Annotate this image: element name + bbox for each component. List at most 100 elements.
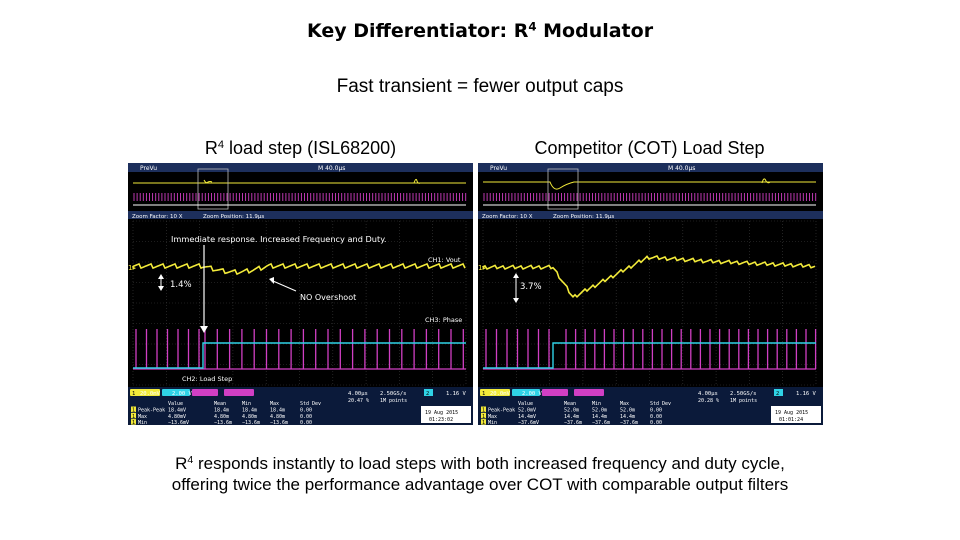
meas-cell: −13.6m — [214, 420, 232, 425]
right-zoom-grid — [482, 220, 817, 386]
slide-title: Key Differentiator: R4 Modulator — [306, 19, 654, 42]
right-overview-phase-pulses — [483, 193, 817, 201]
meas-cell: 52.0m — [564, 408, 579, 414]
meas-cell: 0.00 — [300, 420, 312, 425]
left-sample-rate: 2.50GS/s — [380, 391, 407, 397]
meas-header: Value — [168, 401, 183, 407]
left-ch2-label: CH2: Load Step — [182, 375, 232, 383]
left-trigger-level: 1.16 V — [446, 391, 467, 397]
right-timebase-pct: 20.28 % — [698, 398, 719, 404]
right-timebase: 4.00µs — [698, 391, 718, 397]
left-zoom-factor: Zoom Factor: 10 X — [132, 214, 183, 220]
meas-header: Std Dev — [650, 401, 671, 407]
svg-text:2: 2 — [426, 391, 429, 397]
left-ch2-load-step-trace — [133, 342, 466, 369]
left-annotation-percent: 1.4% — [170, 280, 192, 290]
right-ch1-scale: 20.0mV — [490, 391, 511, 397]
left-zoom-box — [197, 168, 229, 210]
meas-cell: −37.6m — [592, 420, 610, 425]
meas-cell: 14.4m — [592, 414, 607, 420]
slide-subtitle: Fast transient = fewer output caps — [336, 76, 624, 97]
meas-header: Max — [620, 401, 629, 407]
meas-cell: 18.4mV — [168, 408, 186, 414]
left-scope-screenshot: PreVu M 40.0µs Zoom Factor: 10 X Zoom Po… — [128, 163, 473, 425]
meas-cell: 18.4m — [214, 408, 229, 414]
right-ch1-vout-trace — [482, 255, 816, 299]
meas-cell: 52.0m — [592, 408, 607, 414]
meas-cell: 18.4m — [242, 408, 257, 414]
left-overview-phase-pulses — [133, 193, 467, 201]
left-timebase-top: M 40.0µs — [318, 165, 345, 172]
right-date: 19 Aug 2015 — [775, 410, 808, 416]
caption-line-1: R4 responds instantly to load steps with… — [175, 454, 785, 473]
meas-row-name: Peak-Peak — [488, 408, 515, 414]
left-annotation-immediate: Immediate response. Increased Frequency … — [171, 234, 386, 244]
meas-cell: 4.80m — [270, 414, 285, 420]
caption-line-2: offering twice the performance advantage… — [171, 475, 789, 494]
right-zoom-box — [547, 168, 579, 210]
left-timebase: 4.00µs — [348, 391, 368, 397]
svg-text:1: 1 — [482, 414, 485, 420]
slide-caption: R4 responds instantly to load steps with… — [0, 453, 960, 495]
left-time: 01:23:02 — [429, 417, 453, 423]
right-zoom-position: Zoom Position: 11.9µs — [553, 214, 614, 220]
meas-cell: 4.80mV — [168, 414, 186, 420]
right-prevu-label: PreVu — [490, 165, 507, 172]
meas-row-name: Max — [138, 414, 147, 420]
meas-cell: 0.00 — [650, 408, 662, 414]
right-overview-ch1-trace — [483, 181, 816, 190]
svg-text:1▸: 1▸ — [128, 264, 136, 272]
left-ch1-vout-trace — [132, 262, 466, 276]
meas-row-name: Min — [488, 420, 497, 425]
svg-text:1: 1 — [132, 391, 135, 397]
right-ch2-load-step-trace — [483, 342, 816, 369]
right-annotation-percent: 3.7% — [520, 282, 542, 292]
meas-cell: 4.80m — [214, 414, 229, 420]
meas-cell: −13.6m — [242, 420, 260, 425]
meas-cell: −13.6m — [270, 420, 288, 425]
right-ch2-scale: 2.00 V — [522, 391, 543, 397]
left-zoom-position: Zoom Position: 11.9µs — [203, 214, 264, 220]
right-overview-spike — [761, 178, 771, 184]
left-ch3-phase-trace — [133, 329, 466, 370]
meas-header: Std Dev — [300, 401, 321, 407]
left-prevu-label: PreVu — [140, 165, 157, 172]
right-record-length: 1M points — [730, 398, 757, 404]
meas-header: Value — [518, 401, 533, 407]
left-overview-spike — [413, 178, 421, 184]
right-time: 01:01:24 — [779, 417, 803, 423]
meas-cell: −13.6mV — [168, 420, 189, 425]
right-panel-label: Competitor (COT) Load Step — [534, 138, 765, 158]
svg-text:1: 1 — [482, 408, 485, 414]
meas-cell: 52.0m — [620, 408, 635, 414]
right-ch3-phase-trace — [483, 329, 817, 370]
left-annotation-overshoot: NO Overshoot — [300, 293, 356, 302]
meas-row-name: Peak-Peak — [138, 408, 165, 414]
meas-cell: 14.4m — [564, 414, 579, 420]
svg-text:1: 1 — [132, 420, 135, 425]
meas-cell: 14.4m — [620, 414, 635, 420]
meas-cell: 0.00 — [650, 420, 662, 425]
meas-row-name: Min — [138, 420, 147, 425]
meas-cell: −37.6m — [564, 420, 582, 425]
left-zoom-grid — [132, 220, 467, 386]
meas-cell: 0.00 — [650, 414, 662, 420]
left-ch1-scale: 20.0mV — [140, 391, 161, 397]
meas-cell: 52.0mV — [518, 408, 536, 414]
right-trigger-level: 1.16 V — [796, 391, 817, 397]
meas-cell: −37.6mV — [518, 420, 539, 425]
right-timebase-top: M 40.0µs — [668, 165, 695, 172]
meas-header: Mean — [564, 401, 576, 407]
svg-text:1: 1 — [482, 420, 485, 425]
svg-text:1: 1 — [132, 408, 135, 414]
right-zoom-factor: Zoom Factor: 10 X — [482, 214, 533, 220]
svg-text:1▸: 1▸ — [478, 264, 486, 272]
meas-row-name: Max — [488, 414, 497, 420]
meas-cell: 18.4m — [270, 408, 285, 414]
svg-text:1: 1 — [132, 414, 135, 420]
left-overview-dip — [203, 179, 213, 184]
svg-text:2: 2 — [776, 391, 779, 397]
left-timebase-pct: 20.47 % — [348, 398, 369, 404]
